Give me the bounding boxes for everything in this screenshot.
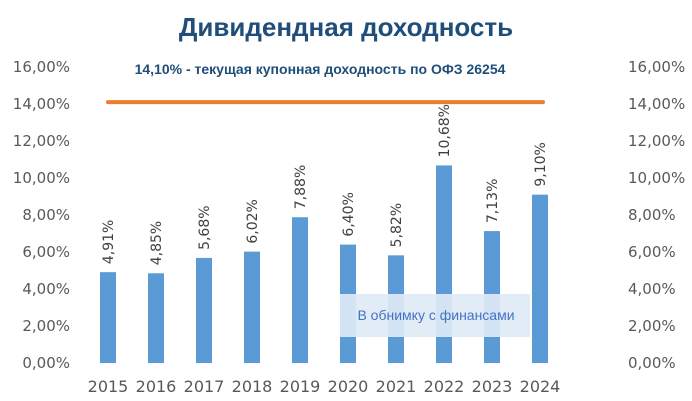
chart-title: Дивидендная доходность [179, 12, 513, 42]
data-label: 5,68% [197, 205, 213, 249]
x-axis: 2015 2016 2017 2018 2019 2020 2021 2022 2023 2024 [88, 377, 561, 396]
data-label: 6,02% [245, 199, 261, 243]
bar [292, 217, 308, 363]
y-tick-label-right: 14,00% [628, 95, 685, 113]
y-tick-label-left: 2,00% [22, 317, 70, 335]
y-tick-label-left: 6,00% [22, 243, 70, 261]
y-tick-label-right: 12,00% [628, 132, 685, 150]
y-tick-label-left: 14,00% [13, 95, 70, 113]
x-tick-label: 2017 [184, 377, 225, 396]
x-tick-label: 2024 [520, 377, 561, 396]
x-tick-label: 2015 [88, 377, 129, 396]
y-tick-label-left: 0,00% [22, 354, 70, 372]
y-tick-label-right: 2,00% [628, 317, 676, 335]
y-tick-label-left: 8,00% [22, 206, 70, 224]
x-tick-label: 2022 [424, 377, 465, 396]
data-label: 5,82% [389, 203, 405, 247]
y-tick-label-left: 16,00% [13, 58, 70, 76]
bar [148, 273, 164, 363]
y-axis-left: 0,00% 2,00% 4,00% 6,00% 8,00% 10,00% 12,00% 14,… [13, 58, 70, 372]
watermark-background [340, 294, 530, 337]
x-tick-label: 2021 [376, 377, 417, 396]
x-tick-label: 2023 [472, 377, 513, 396]
y-axis-right: 0,00% 2,00% 4,00% 6,00% 8,00% 10,00% 12,00% 14,… [628, 58, 685, 372]
x-tick-label: 2018 [232, 377, 273, 396]
y-tick-label-right: 10,00% [628, 169, 685, 187]
y-tick-label-right: 16,00% [628, 58, 685, 76]
bar [244, 251, 260, 363]
y-tick-label-right: 0,00% [628, 354, 676, 372]
data-label: 7,13% [485, 179, 501, 223]
bar [532, 194, 548, 363]
watermark-text: В обнимку с финансами [357, 307, 514, 323]
x-tick-label: 2016 [136, 377, 177, 396]
y-tick-label-right: 4,00% [628, 280, 676, 298]
data-label: 10,68% [437, 104, 453, 157]
y-tick-label-left: 12,00% [13, 132, 70, 150]
y-tick-label-right: 6,00% [628, 243, 676, 261]
y-tick-label-left: 10,00% [13, 169, 70, 187]
watermark: В обнимку с финансами [340, 294, 530, 337]
x-tick-label: 2019 [280, 377, 321, 396]
data-label: 6,40% [341, 192, 357, 236]
bar [196, 257, 212, 363]
reference-line-label: 14,10% - текущая купонная доходность по … [135, 61, 506, 77]
data-label: 7,88% [293, 165, 309, 209]
y-tick-label-left: 4,00% [22, 280, 70, 298]
bar [100, 272, 116, 363]
data-label: 9,10% [533, 142, 549, 186]
x-tick-label: 2020 [328, 377, 369, 396]
data-label: 4,91% [101, 220, 117, 264]
y-tick-label-right: 8,00% [628, 206, 676, 224]
data-label: 4,85% [149, 221, 165, 265]
